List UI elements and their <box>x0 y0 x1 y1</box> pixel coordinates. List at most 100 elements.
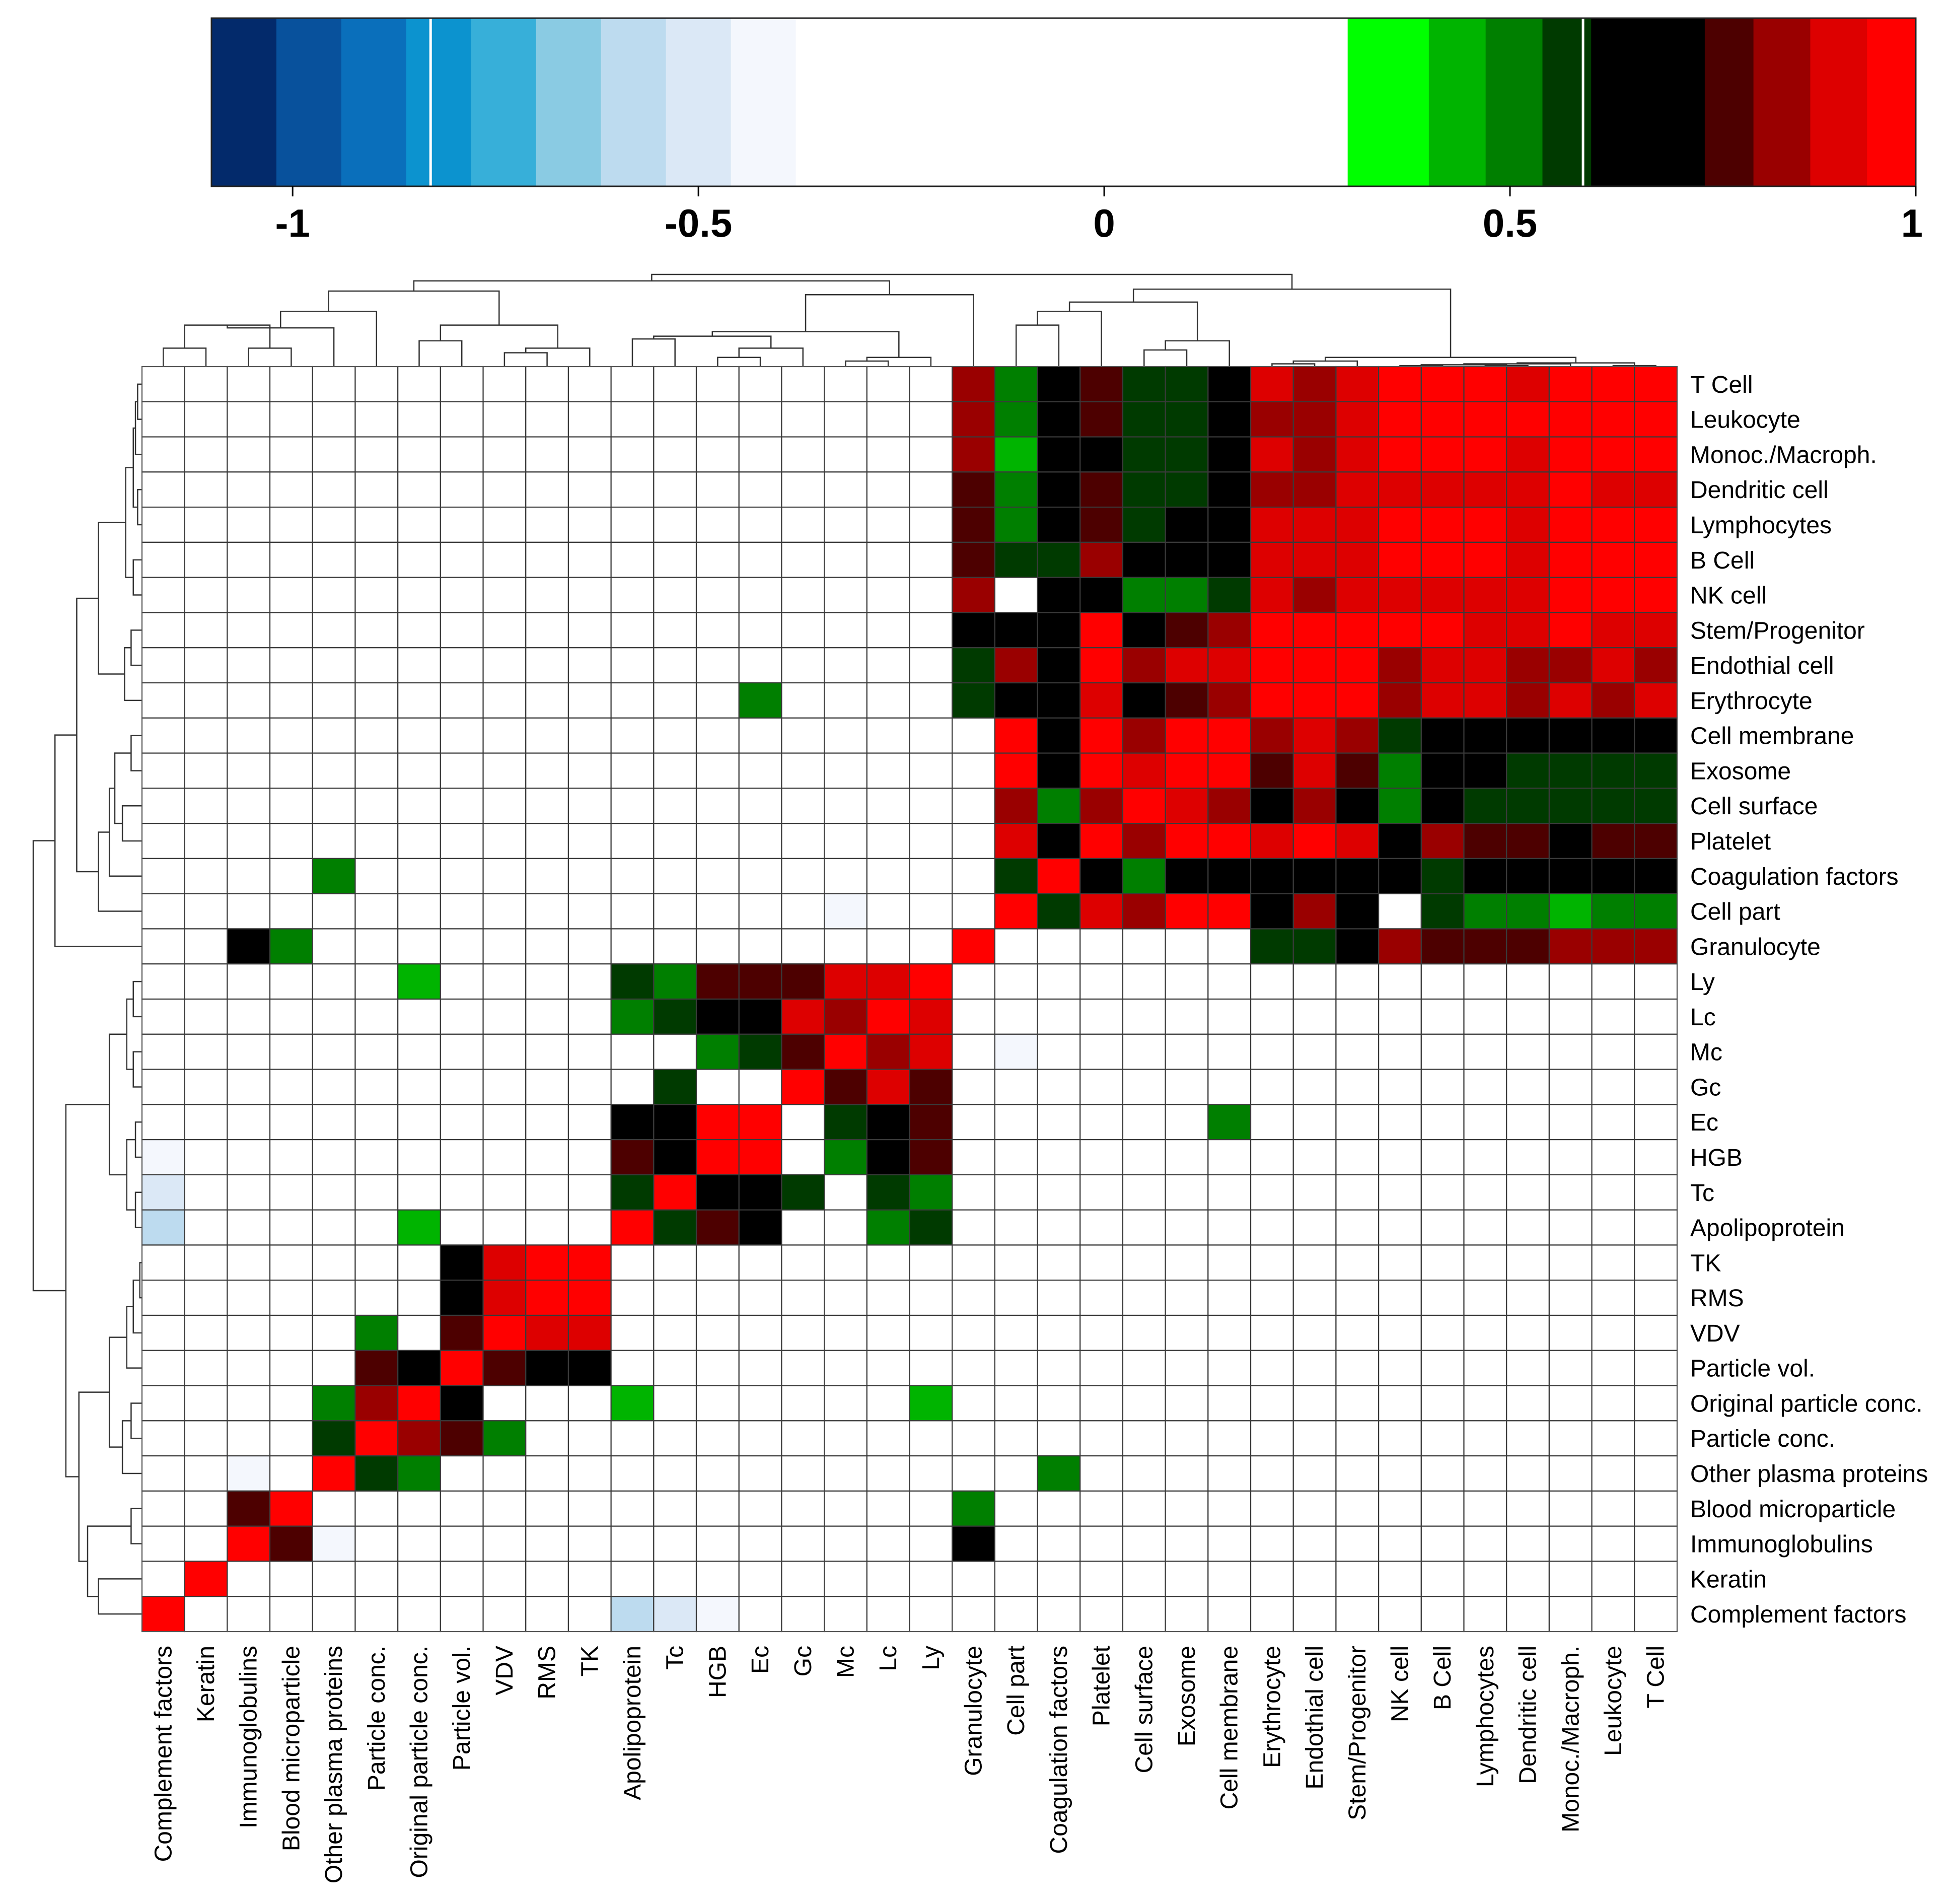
column-label: Monoc./Macroph. <box>1557 1646 1584 1832</box>
heatmap-cell <box>1292 471 1337 508</box>
heatmap-cell <box>1335 963 1380 1000</box>
heatmap-cell <box>1165 682 1209 719</box>
heatmap-cell <box>227 1139 271 1175</box>
row-label: Leukocyte <box>1690 407 1800 434</box>
heatmap-cell <box>1634 1525 1678 1562</box>
heatmap-cell <box>1122 471 1166 508</box>
heatmap-cell <box>738 1490 782 1527</box>
heatmap-cell <box>952 998 995 1035</box>
heatmap-cell <box>1122 752 1166 789</box>
heatmap-cell <box>653 507 697 543</box>
colorbar-tick-label: 1 <box>1901 201 1923 245</box>
heatmap-cell <box>1506 1104 1550 1141</box>
heatmap-cell <box>1250 893 1294 930</box>
column-dendrogram-branch <box>280 310 378 367</box>
heatmap-cell <box>1634 1033 1678 1070</box>
heatmap-cell <box>1250 1455 1294 1492</box>
heatmap-cell <box>1250 1314 1294 1351</box>
heatmap-cell <box>952 858 995 894</box>
colorbar-bin-12 <box>1485 18 1543 186</box>
heatmap-cell <box>1292 1139 1337 1175</box>
heatmap-cell <box>184 1490 228 1527</box>
heatmap-cell <box>440 647 484 684</box>
heatmap-cell <box>354 823 399 859</box>
heatmap-cell <box>653 1561 697 1597</box>
heatmap-cell <box>440 577 484 613</box>
heatmap-cell <box>1335 1033 1380 1070</box>
heatmap-cell <box>781 1280 825 1316</box>
heatmap-cell <box>567 471 612 508</box>
heatmap-cell <box>354 752 399 789</box>
heatmap-cell <box>1463 1525 1507 1562</box>
heatmap-cell <box>781 1104 825 1141</box>
heatmap-cell <box>866 401 910 438</box>
heatmap-cell <box>440 1174 484 1211</box>
heatmap-cell <box>184 436 228 473</box>
heatmap-cell <box>269 1280 313 1316</box>
heatmap-cell <box>354 1033 399 1070</box>
heatmap-cell <box>1378 507 1422 543</box>
heatmap-cell <box>1079 963 1124 1000</box>
heatmap-cell <box>141 717 185 754</box>
column-dendrogram-branch <box>805 294 974 367</box>
heatmap-cell <box>1165 1139 1209 1175</box>
heatmap-cell <box>824 471 868 508</box>
heatmap-cell <box>781 1244 825 1281</box>
heatmap-cell <box>1591 1596 1635 1633</box>
row-label: Monoc./Macroph. <box>1690 442 1877 468</box>
heatmap-cell <box>1548 647 1593 684</box>
heatmap-cell <box>354 436 399 473</box>
heatmap-cell <box>1335 436 1380 473</box>
heatmap-cell <box>695 401 740 438</box>
heatmap-cell <box>1122 1455 1166 1492</box>
heatmap-cell <box>184 1314 228 1351</box>
heatmap-cell <box>1037 1069 1081 1105</box>
heatmap-cell <box>141 858 185 894</box>
heatmap-cell <box>1037 612 1081 649</box>
heatmap-cell <box>397 1596 441 1633</box>
heatmap-cell <box>695 1209 740 1246</box>
heatmap-cell <box>227 682 271 719</box>
heatmap-cell <box>1335 893 1380 930</box>
heatmap-cell <box>354 1420 399 1457</box>
heatmap-cell <box>1037 1139 1081 1175</box>
heatmap-cell <box>440 998 484 1035</box>
heatmap-cell <box>1548 963 1593 1000</box>
column-label: Gc <box>790 1646 817 1676</box>
heatmap-cell <box>1292 858 1337 894</box>
heatmap-cell <box>1250 1209 1294 1246</box>
heatmap-cell <box>1463 893 1507 930</box>
heatmap-cell <box>695 752 740 789</box>
heatmap-cell <box>994 366 1038 402</box>
heatmap-cell <box>1079 1280 1124 1316</box>
heatmap-cell <box>397 682 441 719</box>
heatmap-cell <box>952 541 995 578</box>
heatmap-cell <box>738 541 782 578</box>
heatmap-cell <box>141 1033 185 1070</box>
heatmap-cell <box>610 823 655 859</box>
heatmap-cell <box>567 1104 612 1141</box>
heatmap-cell <box>354 1209 399 1246</box>
heatmap-cell <box>227 1385 271 1422</box>
heatmap-cell <box>567 612 612 649</box>
heatmap-cell <box>738 1174 782 1211</box>
heatmap-cell <box>1250 647 1294 684</box>
heatmap-cell <box>269 1525 313 1562</box>
heatmap-cell <box>1463 1104 1507 1141</box>
heatmap-cell <box>1207 1350 1252 1386</box>
heatmap-cell <box>909 1209 953 1246</box>
heatmap-cell <box>738 893 782 930</box>
heatmap-cell <box>184 998 228 1035</box>
heatmap-cell <box>1292 507 1337 543</box>
heatmap-cell <box>1037 1244 1081 1281</box>
heatmap-cell <box>994 1455 1038 1492</box>
heatmap-cell <box>695 577 740 613</box>
heatmap-cell <box>1548 998 1593 1035</box>
heatmap-cell <box>567 401 612 438</box>
heatmap-cell <box>824 928 868 965</box>
heatmap-cell <box>184 858 228 894</box>
heatmap-cell <box>1079 366 1124 402</box>
row-label: Endothial cell <box>1690 653 1834 679</box>
heatmap-cell <box>354 1280 399 1316</box>
heatmap-cell <box>1165 998 1209 1035</box>
